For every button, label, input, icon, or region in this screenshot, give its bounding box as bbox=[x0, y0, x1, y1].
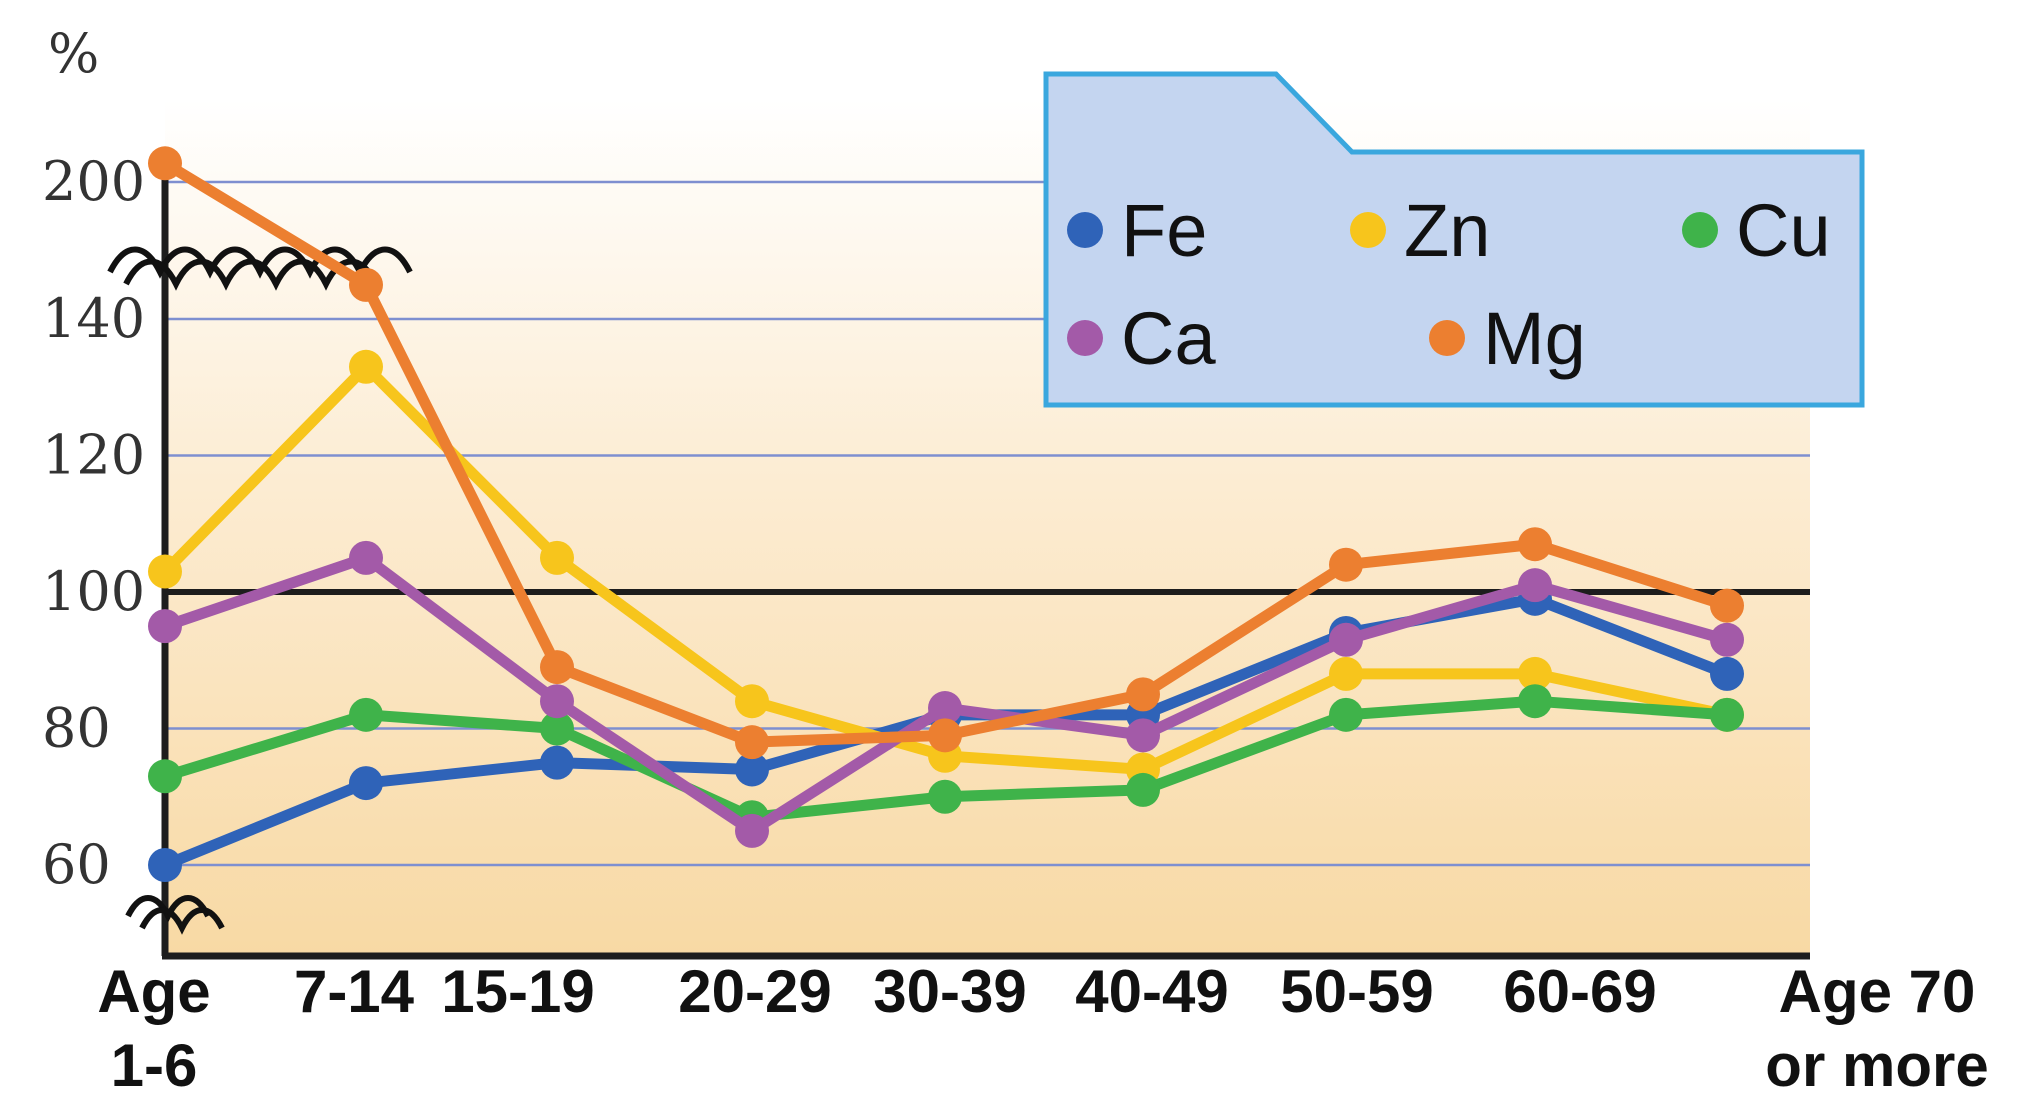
point-mg-8 bbox=[1710, 588, 1744, 623]
legend-marker-mg bbox=[1429, 320, 1465, 356]
point-cu-2 bbox=[540, 711, 574, 746]
point-mg-1 bbox=[349, 267, 383, 302]
point-fe-3 bbox=[735, 752, 769, 787]
legend-marker-fe bbox=[1067, 212, 1103, 248]
legend-box bbox=[1043, 71, 1865, 408]
gridlines bbox=[165, 180, 1810, 867]
legend-label-zn: Zn bbox=[1404, 189, 1490, 272]
point-mg-0 bbox=[148, 146, 182, 181]
point-ca-1 bbox=[349, 540, 383, 575]
axis-break-lower bbox=[125, 895, 211, 923]
x-tick-label-2-0: 15-19 bbox=[441, 958, 594, 1025]
point-fe-2 bbox=[540, 745, 574, 780]
tick-labels: % 200 140 120 100 80 60 Age 1-6 7-14 15-19 20-29 30-… bbox=[42, 22, 1989, 1095]
point-fe-0 bbox=[148, 848, 182, 882]
x-tick-label-0-0: Age bbox=[97, 958, 210, 1025]
point-ca-6 bbox=[1329, 622, 1363, 657]
point-cu-8 bbox=[1710, 697, 1744, 732]
series-lines bbox=[148, 146, 1744, 882]
point-ca-2 bbox=[540, 684, 574, 719]
x-tick-label-7-0: 60-69 bbox=[1503, 958, 1656, 1025]
point-zn-0 bbox=[148, 554, 182, 589]
point-zn-1 bbox=[349, 349, 383, 384]
point-ca-0 bbox=[148, 609, 182, 644]
legend-label-mg: Mg bbox=[1483, 297, 1586, 380]
point-cu-4 bbox=[928, 779, 962, 814]
point-zn-6 bbox=[1329, 656, 1363, 691]
legend: Fe Zn Cu Ca Mg bbox=[1043, 71, 1865, 408]
point-zn-2 bbox=[540, 540, 574, 575]
y-tick-label-100: 100 bbox=[42, 560, 145, 623]
y-tick-label-120: 120 bbox=[42, 424, 145, 487]
x-tick-label-6-0: 50-59 bbox=[1280, 958, 1433, 1025]
point-mg-2 bbox=[540, 650, 574, 685]
x-tick-label-3-0: 20-29 bbox=[678, 958, 831, 1025]
point-cu-5 bbox=[1126, 772, 1160, 807]
point-mg-4 bbox=[928, 718, 962, 753]
axes bbox=[107, 160, 1810, 960]
point-fe-1 bbox=[349, 766, 383, 801]
legend-label-cu: Cu bbox=[1736, 189, 1831, 272]
point-mg-6 bbox=[1329, 547, 1363, 582]
point-zn-7 bbox=[1518, 656, 1552, 691]
y-tick-label-140: 140 bbox=[42, 287, 145, 350]
legend-label-ca: Ca bbox=[1121, 297, 1216, 380]
y-unit-label: % bbox=[48, 22, 99, 85]
y-tick-label-80: 80 bbox=[42, 697, 111, 760]
point-cu-6 bbox=[1329, 697, 1363, 732]
point-mg-5 bbox=[1126, 677, 1160, 712]
point-cu-1 bbox=[349, 697, 383, 732]
point-mg-3 bbox=[735, 725, 769, 760]
x-tick-label-5-0: 40-49 bbox=[1075, 958, 1228, 1025]
legend-marker-ca bbox=[1067, 320, 1103, 356]
y-tick-label-60: 60 bbox=[42, 833, 111, 896]
legend-label-fe: Fe bbox=[1121, 189, 1207, 272]
point-ca-3 bbox=[735, 813, 769, 848]
x-tick-label-8-0: Age 70 bbox=[1779, 958, 1976, 1025]
x-tick-label-1-0: 7-14 bbox=[294, 958, 415, 1025]
point-ca-7 bbox=[1518, 568, 1552, 603]
legend-marker-cu bbox=[1682, 212, 1718, 248]
legend-marker-zn bbox=[1350, 212, 1386, 248]
point-ca-5 bbox=[1126, 718, 1160, 753]
axis-break-upper-2 bbox=[123, 258, 379, 291]
point-ca-4 bbox=[928, 691, 962, 726]
x-tick-label-0-1: 1-6 bbox=[111, 1032, 198, 1095]
point-ca-8 bbox=[1710, 622, 1744, 657]
point-fe-8 bbox=[1710, 656, 1744, 691]
x-tick-label-4-0: 30-39 bbox=[873, 958, 1026, 1025]
point-mg-7 bbox=[1518, 527, 1552, 562]
axis-break-lower-2 bbox=[139, 907, 225, 935]
point-cu-7 bbox=[1518, 684, 1552, 719]
y-tick-label-200: 200 bbox=[42, 150, 145, 213]
point-zn-3 bbox=[735, 684, 769, 719]
x-tick-label-8-1: or more bbox=[1765, 1032, 1988, 1095]
point-cu-0 bbox=[148, 759, 182, 794]
